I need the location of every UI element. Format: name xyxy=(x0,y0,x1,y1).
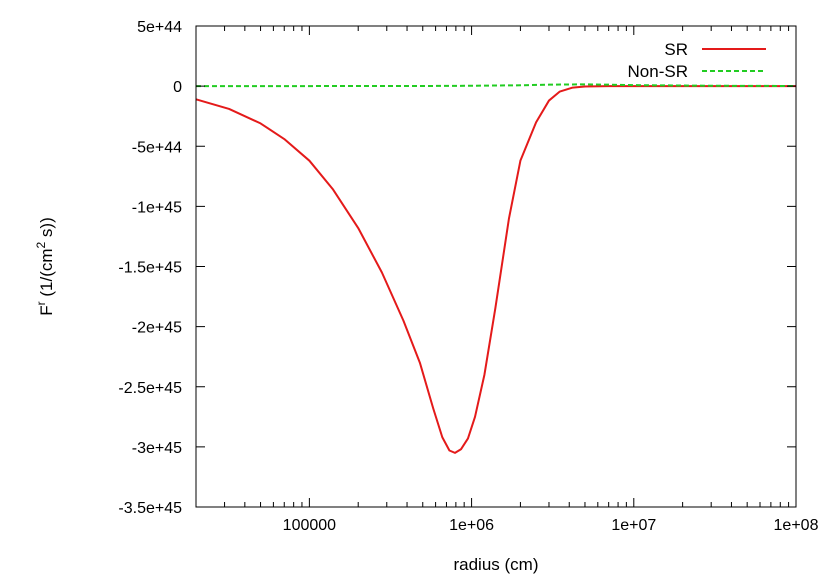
legend-label: Non-SR xyxy=(628,62,688,81)
plot-frame xyxy=(195,25,797,508)
y-tick-label: -5e+44 xyxy=(132,139,182,156)
y-axis: 5e+44 0 -5e+44 -1e+45 -1.5e+45 -2e+45 -2.5e+45… xyxy=(118,19,796,517)
y-axis-label-end: s)) xyxy=(37,217,56,242)
y-tick-label: 5e+44 xyxy=(137,19,182,36)
x-axis-label: radius (cm) xyxy=(453,555,538,574)
x-tick-label: 1e+08 xyxy=(774,517,819,534)
y-tick-label: -2e+45 xyxy=(132,320,182,337)
x-tick-label: 1e+06 xyxy=(449,517,494,534)
y-axis-label-sup1: r xyxy=(34,301,48,305)
x-tick-label: 1e+07 xyxy=(611,517,656,534)
y-tick-label: -3e+45 xyxy=(132,440,182,457)
legend: SR Non-SR xyxy=(628,40,766,81)
y-axis-label-mid: (1/(cm xyxy=(37,248,56,301)
series-line-sr xyxy=(195,85,796,454)
x-tick-label: 100000 xyxy=(283,517,336,534)
y-axis-label: Fr (1/(cm2 s)) xyxy=(34,217,56,316)
series-line-non-sr xyxy=(195,83,797,88)
y-tick-label: 0 xyxy=(173,79,182,96)
y-tick-label: -2.5e+45 xyxy=(118,380,182,397)
y-tick-label: -3.5e+45 xyxy=(118,500,182,517)
legend-label: SR xyxy=(664,40,688,59)
x-axis: 100000 1e+06 1e+07 1e+08 xyxy=(195,26,819,534)
y-tick-label: -1e+45 xyxy=(132,199,182,216)
series-layer xyxy=(195,83,797,454)
y-axis-label-main: F xyxy=(37,305,56,315)
y-tick-label: -1.5e+45 xyxy=(118,260,182,277)
y-axis-label-sup2: 2 xyxy=(34,241,48,248)
